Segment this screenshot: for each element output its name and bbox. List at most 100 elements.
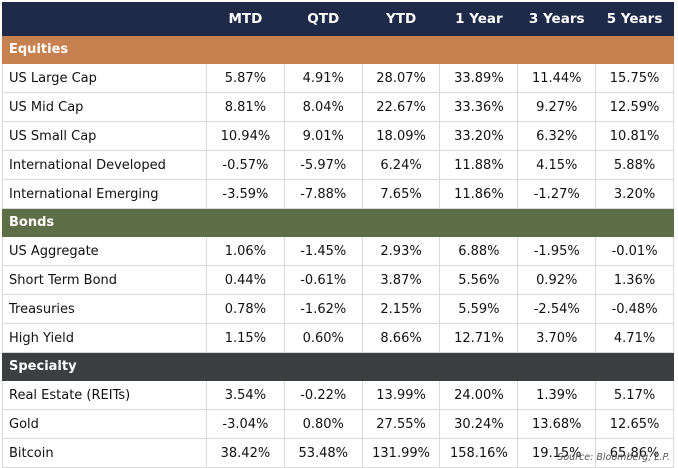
column-header: MTD [206,2,285,36]
value-cell: 12.65% [595,409,674,439]
value-cell: 3.70% [517,323,597,353]
value-cell: 33.36% [439,92,519,122]
value-cell: 4.91% [283,63,363,93]
value-cell: 12.59% [595,92,674,122]
value-cell: -0.22% [283,380,363,410]
row-label: High Yield [2,323,207,353]
row-label: US Aggregate [2,236,207,266]
value-cell: 65.86% [595,438,674,468]
value-cell: 0.78% [206,294,285,324]
value-cell: 53.48% [283,438,363,468]
value-cell: 9.27% [517,92,597,122]
value-cell: 4.15% [517,150,597,180]
value-cell: 28.07% [361,63,441,93]
value-cell: 22.67% [361,92,441,122]
value-cell: 1.36% [595,265,674,295]
data-row: International Emerging -3.59% -7.88% 7.65% 1… [2,179,674,209]
source-note: Source: Bloomberg, L.P. [557,452,670,463]
value-cell: 5.88% [595,150,674,180]
value-cell: 11.86% [439,179,519,209]
section-row: Specialty [2,352,674,381]
value-cell: 9.01% [283,121,363,151]
value-cell: 38.42% [206,438,285,468]
row-label: US Small Cap [2,121,207,151]
row-label: Treasuries [2,294,207,324]
value-cell: 1.39% [517,380,597,410]
column-header: 1 Year [439,2,519,36]
value-cell: -1.27% [517,179,597,209]
value-cell: -7.88% [283,179,363,209]
value-cell: 12.71% [439,323,519,353]
row-label: Short Term Bond [2,265,207,295]
row-label: US Mid Cap [2,92,207,122]
row-label: International Developed [2,150,207,180]
value-cell: 11.88% [439,150,519,180]
column-header: 3 Years [517,2,597,36]
value-cell: -2.54% [517,294,597,324]
value-cell: -1.45% [283,236,363,266]
value-cell: 18.09% [361,121,441,151]
value-cell: -0.61% [283,265,363,295]
value-cell: -1.95% [517,236,597,266]
value-cell: -3.59% [206,179,285,209]
value-cell: 8.66% [361,323,441,353]
data-row: US Small Cap 10.94% 9.01% 18.09% 33.20% 6.32%… [2,121,674,151]
value-cell: 6.32% [517,121,597,151]
section-row: Bonds [2,208,674,237]
value-cell: 10.94% [206,121,285,151]
row-label: Real Estate (REITs) [2,380,207,410]
data-row: US Mid Cap 8.81% 8.04% 22.67% 33.36% 9.27% 12.… [2,92,674,122]
value-cell: 13.99% [361,380,441,410]
value-cell: 3.20% [595,179,674,209]
value-cell: -0.57% [206,150,285,180]
data-row: Short Term Bond 0.44% -0.61% 3.87% 5.56% 0.92… [2,265,674,295]
value-cell: 4.71% [595,323,674,353]
value-cell: 13.68% [517,409,597,439]
value-cell: 33.89% [439,63,519,93]
value-cell: 2.15% [361,294,441,324]
value-cell: 0.44% [206,265,285,295]
data-row: Bitcoin 38.42% 53.48% 131.99% 158.16% 19.15% 6… [2,438,674,468]
value-cell: 15.75% [595,63,674,93]
data-row: Treasuries 0.78% -1.62% 2.15% 5.59% -2.54% -0.… [2,294,674,324]
column-header: YTD [361,2,441,36]
value-cell: 2.93% [361,236,441,266]
value-cell: -3.04% [206,409,285,439]
value-cell: 7.65% [361,179,441,209]
value-cell: 0.80% [283,409,363,439]
value-cell: 6.24% [361,150,441,180]
value-cell: -0.48% [595,294,674,324]
value-cell: 5.17% [595,380,674,410]
value-cell: 158.16% [439,438,519,468]
value-cell: 3.87% [361,265,441,295]
value-cell: 27.55% [361,409,441,439]
row-label: International Emerging [2,179,207,209]
value-cell: 5.56% [439,265,519,295]
section-title: Equities [2,35,674,64]
value-cell: 131.99% [361,438,441,468]
row-label: Bitcoin [2,438,207,468]
value-cell: 11.44% [517,63,597,93]
data-row: Real Estate (REITs) 3.54% -0.22% 13.99% 24.0… [2,380,674,410]
value-cell: 30.24% [439,409,519,439]
row-label: Gold [2,409,207,439]
value-cell: 1.15% [206,323,285,353]
data-row: High Yield 1.15% 0.60% 8.66% 12.71% 3.70% 4.71… [2,323,674,353]
section-title: Specialty [2,352,674,381]
header-row: MTD QTD YTD 1 Year 3 Years 5 Years [2,2,674,36]
data-row: Gold -3.04% 0.80% 27.55% 30.24% 13.68% 12.65% [2,409,674,439]
value-cell: 3.54% [206,380,285,410]
value-cell: -0.01% [595,236,674,266]
value-cell: 10.81% [595,121,674,151]
section-row: Equities [2,35,674,64]
corner-cell [2,2,207,36]
data-row: US Aggregate 1.06% -1.45% 2.93% 6.88% -1.95% -… [2,236,674,266]
column-header: QTD [283,2,363,36]
value-cell: 5.59% [439,294,519,324]
value-cell: 5.87% [206,63,285,93]
value-cell: 0.92% [517,265,597,295]
value-cell: 33.20% [439,121,519,151]
value-cell: 1.06% [206,236,285,266]
